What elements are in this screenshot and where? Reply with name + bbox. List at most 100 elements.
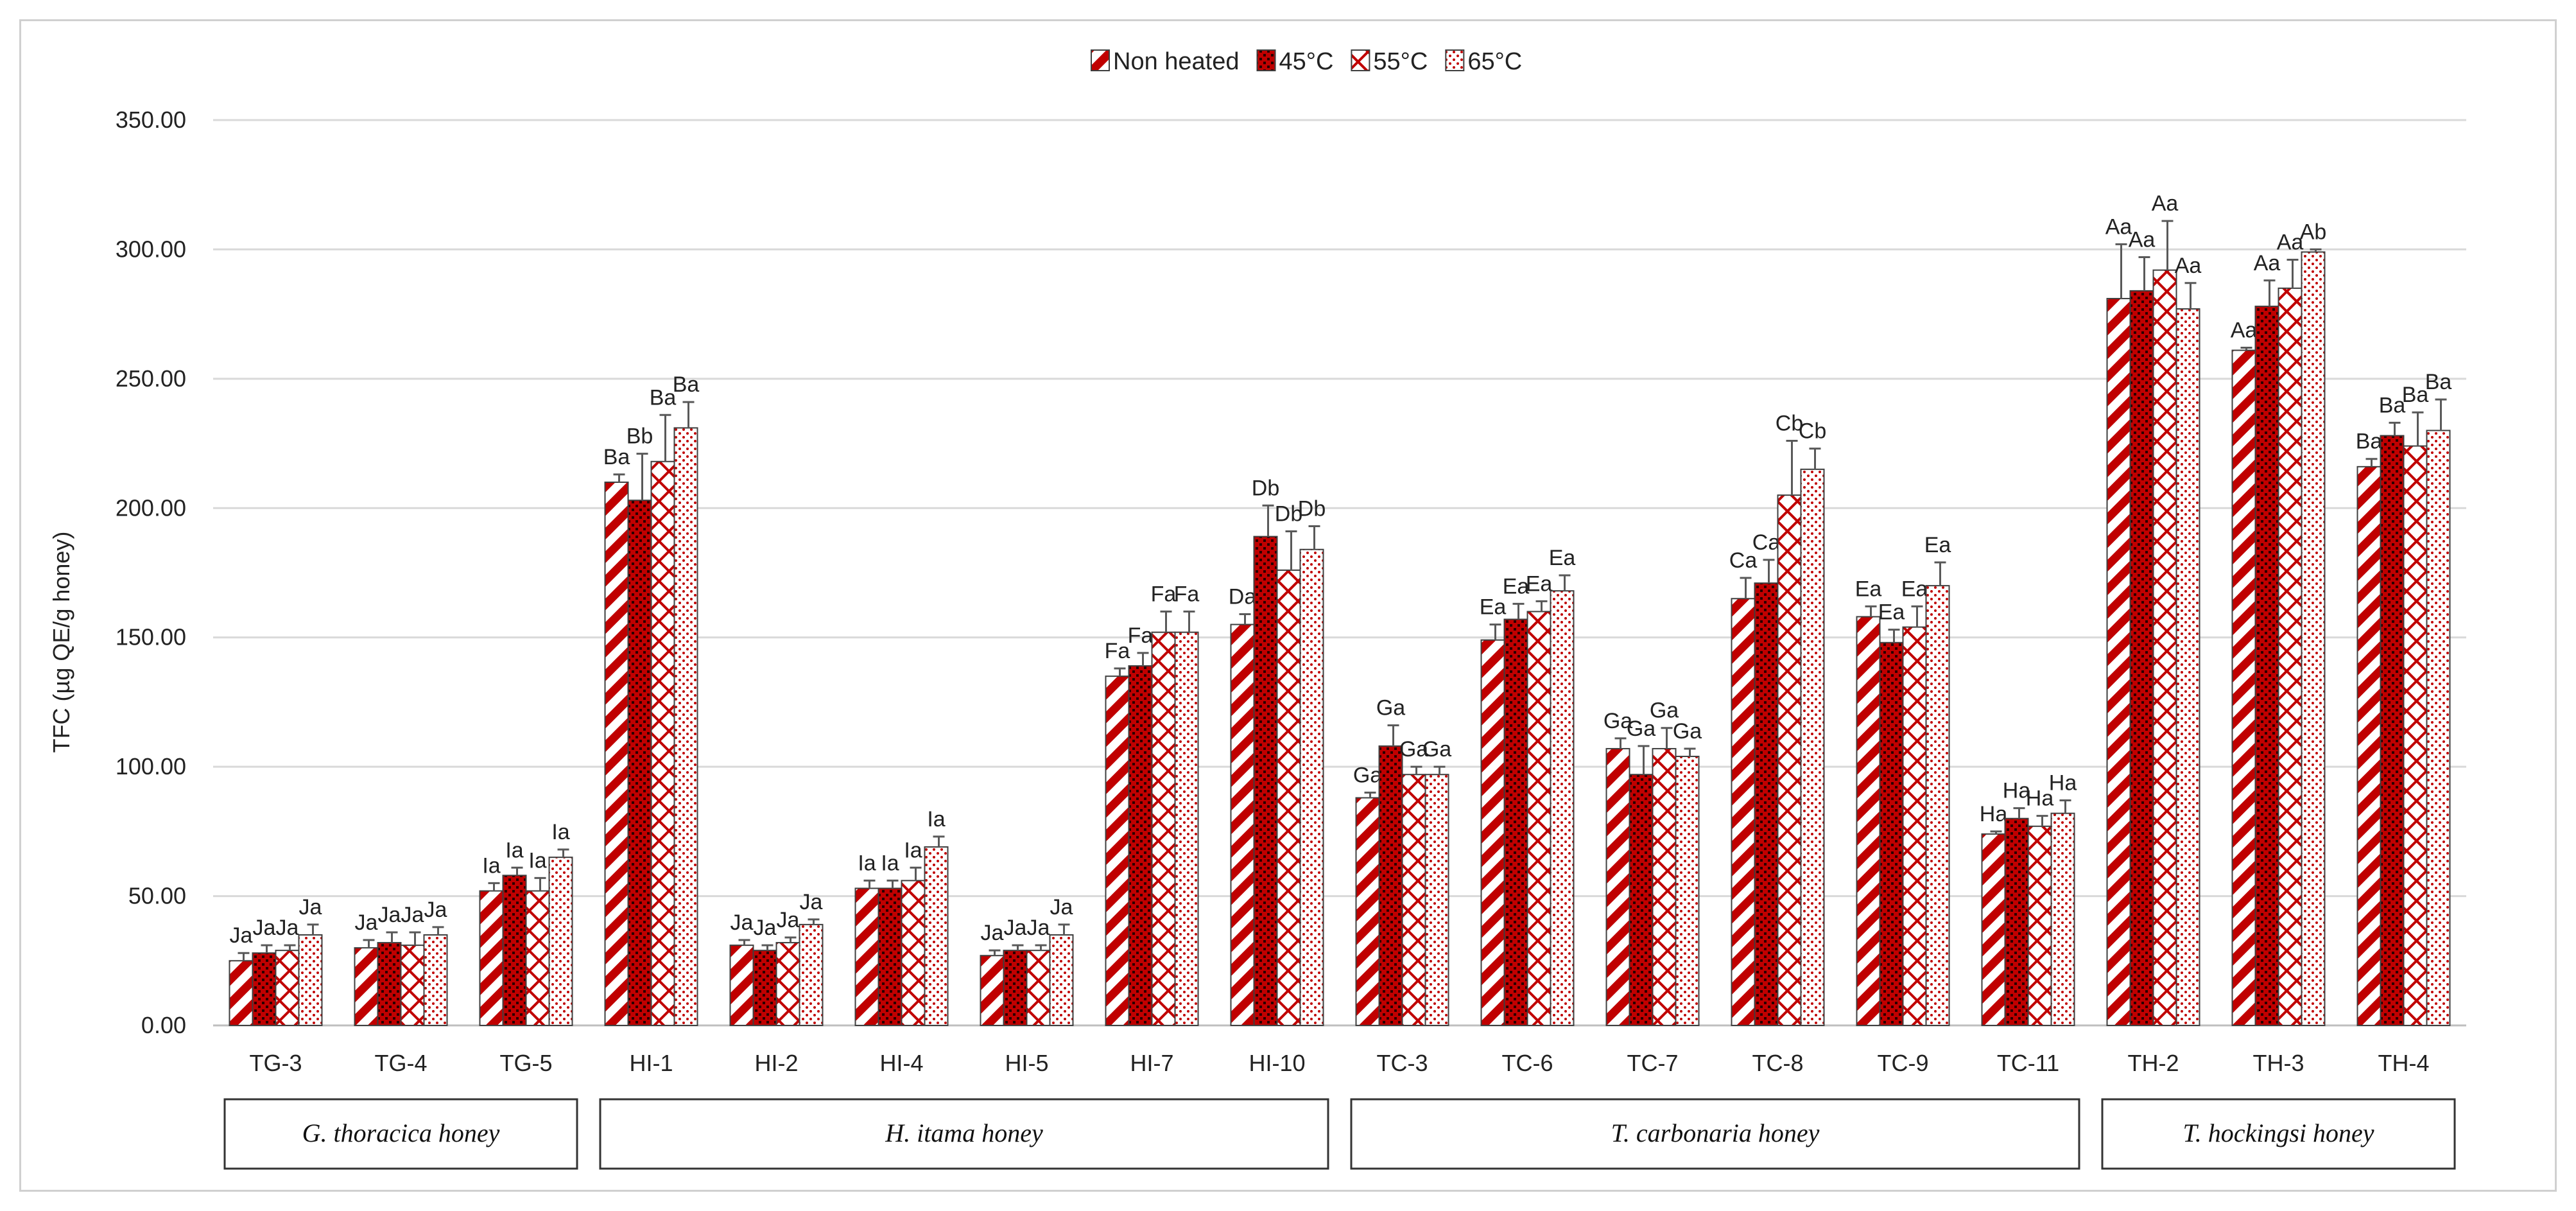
- data-label: Ba: [650, 385, 677, 410]
- bar-tc-7-2: [1652, 747, 1677, 1026]
- group-label: G. thoracica honey: [302, 1119, 500, 1147]
- y-axis-ticks: 0.00 50.00 100.00 150.00 200.00 250.00 300.00 3…: [116, 107, 186, 1038]
- data-label: Ha: [2049, 771, 2077, 796]
- bar-hi-5-3: [1049, 934, 1074, 1026]
- data-label: Ba: [603, 445, 630, 469]
- data-label: Ga: [1353, 763, 1382, 787]
- data-label: Aa: [2175, 254, 2202, 278]
- data-label: Ja: [800, 890, 823, 914]
- bar-th-2-0: [2106, 297, 2131, 1026]
- data-label: Da: [1229, 584, 1257, 609]
- bar-hi-4-1: [877, 887, 903, 1026]
- data-label: Ea: [1878, 600, 1905, 625]
- data-label: Ja: [777, 908, 800, 932]
- bar-hi-7-1: [1128, 665, 1153, 1026]
- bar-tc-8-1: [1754, 582, 1779, 1026]
- bar-tc-9-0: [1856, 616, 1881, 1026]
- bar-hi-10-2: [1276, 569, 1301, 1026]
- x-tick-label: HI-2: [754, 1050, 798, 1076]
- data-label: Fa: [1174, 582, 1200, 606]
- x-tick-label: TC-7: [1627, 1050, 1679, 1076]
- data-label: Ja: [1027, 916, 1050, 940]
- data-label: Ea: [1855, 577, 1882, 601]
- bar-tg-3-0: [229, 960, 254, 1027]
- x-tick-label: TC-3: [1377, 1050, 1428, 1076]
- data-label: Aa: [2254, 251, 2281, 275]
- bar-tc-7-0: [1605, 747, 1630, 1026]
- bar-hi-10-1: [1253, 536, 1278, 1026]
- data-label: Ja: [378, 903, 401, 927]
- bar-hi-1-3: [673, 427, 698, 1026]
- data-label: Ja: [276, 916, 299, 940]
- bar-th-4-3: [2426, 430, 2451, 1026]
- x-tick-label: HI-5: [1005, 1050, 1048, 1076]
- bar-th-2-3: [2175, 308, 2200, 1027]
- bar-tc-8-2: [1777, 494, 1802, 1026]
- bar-th-4-1: [2380, 435, 2405, 1026]
- x-tick-label: TH-3: [2253, 1050, 2304, 1076]
- data-label: Ga: [1627, 717, 1655, 741]
- bar-tc-8-0: [1731, 598, 1756, 1026]
- data-label: Ga: [1673, 719, 1702, 744]
- x-tick-label: TC-11: [1997, 1050, 2059, 1076]
- bar-tg-4-2: [400, 945, 425, 1026]
- x-tick-label: TH-4: [2378, 1050, 2430, 1076]
- bar-tg-5-1: [502, 875, 527, 1027]
- bar-hi-7-3: [1174, 631, 1199, 1026]
- bar-hi-4-0: [854, 887, 879, 1026]
- data-label: Ga: [1604, 709, 1632, 733]
- y-tick-label: 100.00: [116, 753, 186, 780]
- bar-tg-3-1: [252, 952, 277, 1026]
- bar-th-3-0: [2231, 349, 2256, 1026]
- data-label: Ia: [482, 853, 500, 878]
- bar-hi-2-3: [799, 923, 824, 1027]
- bar-hi-10-3: [1299, 548, 1324, 1026]
- bar-tc-3-1: [1378, 745, 1403, 1027]
- gridlines: [213, 119, 2466, 1027]
- group-box: [223, 1098, 578, 1170]
- legend-label: Non heated: [1113, 48, 1240, 75]
- data-label: Ia: [505, 838, 523, 862]
- data-label: Cb: [1776, 412, 1803, 436]
- bar-tc-9-1: [1879, 641, 1904, 1026]
- legend-label: 65°C: [1467, 48, 1522, 75]
- y-tick-label: 350.00: [116, 107, 186, 133]
- bar-hi-7-0: [1105, 675, 1130, 1026]
- bar-tg-4-3: [423, 934, 448, 1026]
- y-axis-title: TFC (µg QE/g honey): [48, 532, 74, 753]
- data-label: Ha: [1980, 802, 2008, 826]
- legend-label: 45°C: [1279, 48, 1334, 75]
- bar-th-4-0: [2356, 466, 2382, 1026]
- data-label: Ia: [927, 807, 945, 832]
- group-label: T. hockingsi honey: [2183, 1119, 2374, 1147]
- bar-hi-4-2: [901, 880, 926, 1027]
- bar-th-3-3: [2301, 251, 2326, 1026]
- data-label: Ba: [2425, 370, 2452, 394]
- data-label: Fa: [1105, 639, 1130, 663]
- data-label: Ja: [981, 921, 1004, 945]
- x-tick-label: TC-8: [1752, 1050, 1804, 1076]
- legend-swatch: [1091, 49, 1110, 71]
- data-label: Fa: [1128, 623, 1154, 648]
- x-tick-label: HI-10: [1249, 1050, 1305, 1076]
- y-tick-label: 50.00: [128, 883, 186, 909]
- bar-tg-4-1: [377, 942, 402, 1026]
- bar-th-3-2: [2278, 287, 2303, 1026]
- data-label: Cb: [1799, 419, 1826, 444]
- bar-hi-2-2: [775, 942, 800, 1026]
- bar-th-3-1: [2254, 306, 2279, 1026]
- data-label: Ia: [904, 838, 922, 862]
- bar-tc-6-1: [1503, 618, 1528, 1026]
- data-label: Ba: [2356, 430, 2383, 454]
- data-label: Ga: [1376, 696, 1405, 720]
- data-label: Ea: [1480, 595, 1507, 620]
- y-tick-label: 150.00: [116, 624, 186, 650]
- bar-tc-3-0: [1355, 797, 1380, 1026]
- data-label: Ea: [1526, 571, 1553, 596]
- x-tick-label: TG-3: [249, 1050, 302, 1076]
- bar-tc-11-1: [2004, 817, 2029, 1026]
- chart-frame: [19, 19, 2557, 1192]
- data-label: Ja: [299, 895, 322, 919]
- data-label: Aa: [2277, 231, 2304, 255]
